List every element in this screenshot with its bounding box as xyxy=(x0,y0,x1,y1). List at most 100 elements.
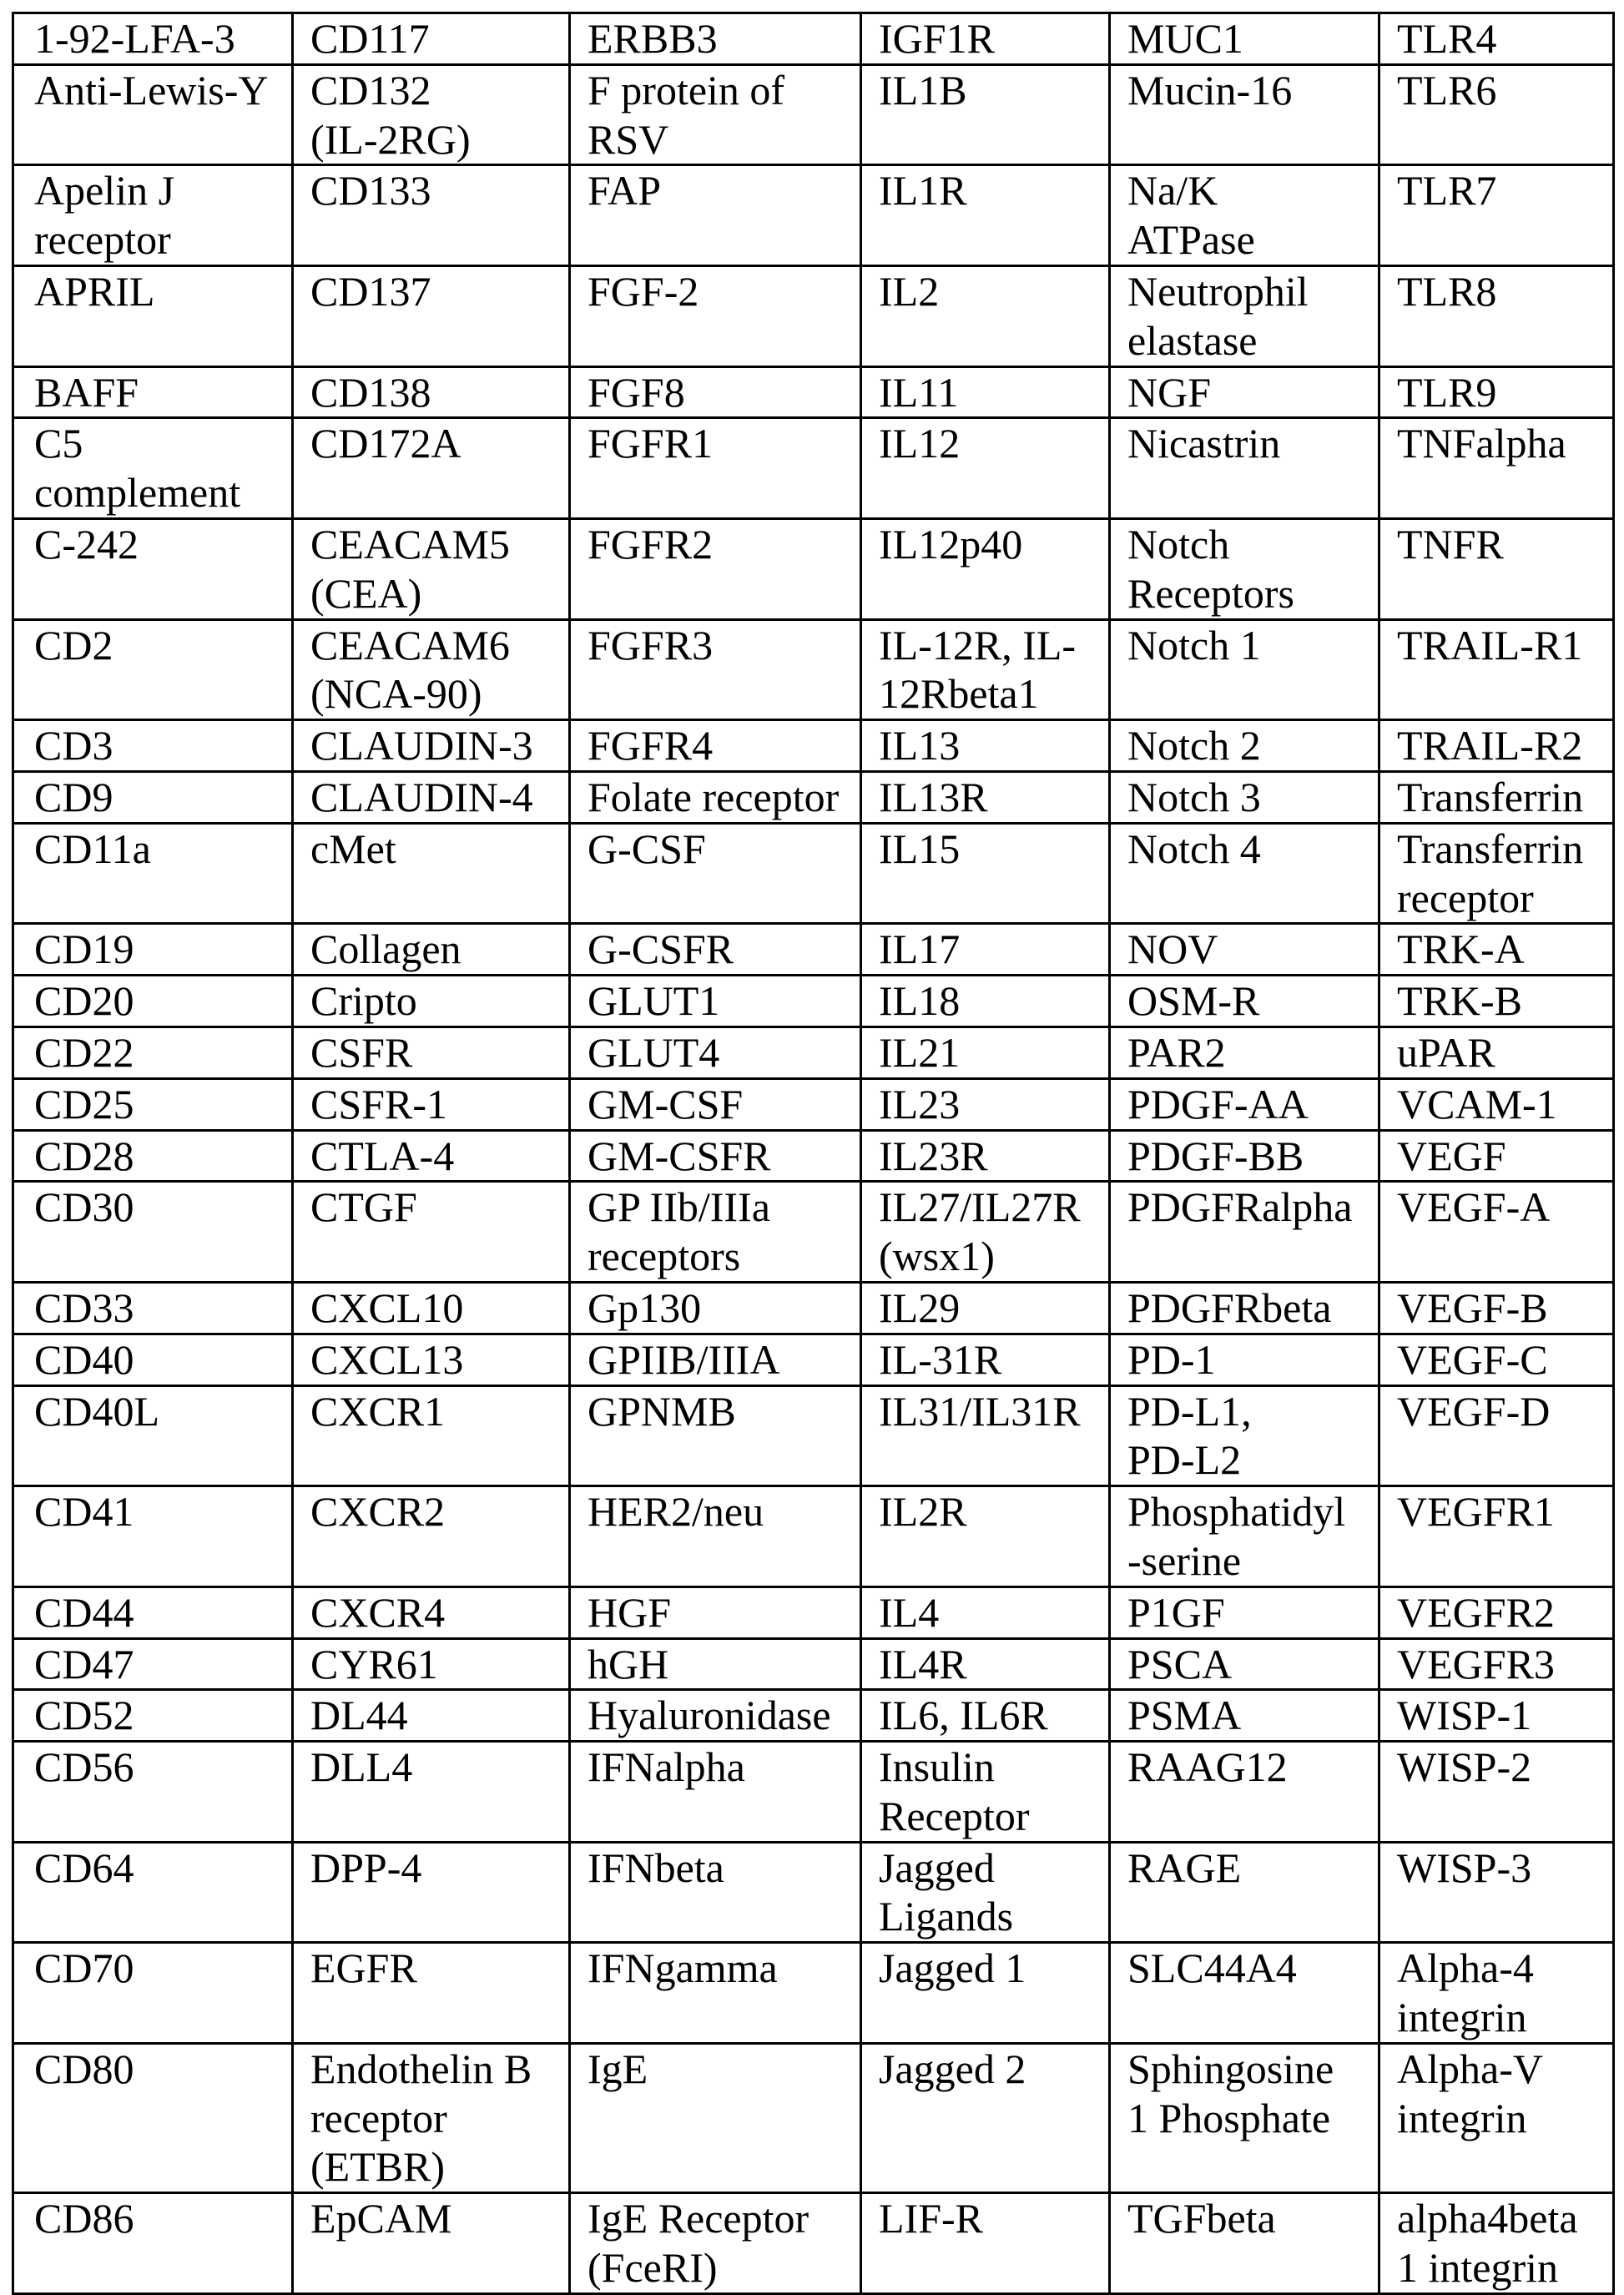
table-cell: hGH xyxy=(570,1638,861,1690)
table-row: CD11acMetG-CSFIL15Notch 4Transferrin rec… xyxy=(13,823,1614,924)
table-cell: PSMA xyxy=(1110,1690,1379,1742)
table-row: Anti-Lewis-YCD132 (IL-2RG)F protein of R… xyxy=(13,64,1614,165)
table-cell: VEGF-B xyxy=(1379,1282,1614,1334)
table-row: CD33CXCL10Gp130IL29PDGFRbetaVEGF-B xyxy=(13,1282,1614,1334)
table-cell: G-CSF xyxy=(570,823,861,924)
table-cell: CD80 xyxy=(13,2043,293,2192)
table-cell: TRAIL-R1 xyxy=(1379,619,1614,720)
table-row: CD9CLAUDIN-4Folate receptorIL13RNotch 3T… xyxy=(13,771,1614,823)
table-cell: APRIL xyxy=(13,265,293,366)
table-cell: CTLA-4 xyxy=(293,1130,570,1182)
table-row: CD80Endothelin B receptor (ETBR)IgEJagge… xyxy=(13,2043,1614,2192)
table-cell: TLR9 xyxy=(1379,366,1614,418)
table-cell: CD28 xyxy=(13,1130,293,1182)
table-row: CD19CollagenG-CSFRIL17NOVTRK-A xyxy=(13,924,1614,976)
table-cell: Insulin Receptor xyxy=(861,1742,1110,1843)
table-cell: HER2/neu xyxy=(570,1486,861,1587)
table-row: 1-92-LFA-3CD117ERBB3IGF1RMUC1TLR4 xyxy=(13,13,1614,65)
table-cell: EpCAM xyxy=(293,2193,570,2294)
table-cell: PDGF-BB xyxy=(1110,1130,1379,1182)
table-cell: VEGFR1 xyxy=(1379,1486,1614,1587)
table-cell: RAGE xyxy=(1110,1842,1379,1943)
table-cell: CD70 xyxy=(13,1943,293,2044)
table-cell: PAR2 xyxy=(1110,1026,1379,1078)
table-cell: IL15 xyxy=(861,823,1110,924)
table-cell: Nicastrin xyxy=(1110,418,1379,519)
table-cell: Gp130 xyxy=(570,1282,861,1334)
table-row: BAFFCD138FGF8IL11NGFTLR9 xyxy=(13,366,1614,418)
table-cell: CD64 xyxy=(13,1842,293,1943)
table-row: CD30CTGFGP IIb/IIIa receptorsIL27/IL27R … xyxy=(13,1182,1614,1283)
table-cell: CLAUDIN-3 xyxy=(293,720,570,772)
table-cell: FGF-2 xyxy=(570,265,861,366)
table-cell: GPNMB xyxy=(570,1385,861,1486)
table-cell: Cripto xyxy=(293,976,570,1027)
table-cell: Apelin J receptor xyxy=(13,165,293,266)
table-cell: GM-CSFR xyxy=(570,1130,861,1182)
table-cell: EGFR xyxy=(293,1943,570,2044)
table-cell: FAP xyxy=(570,165,861,266)
table-cell: IL13 xyxy=(861,720,1110,772)
table-cell: alpha4beta 1 integrin xyxy=(1379,2193,1614,2294)
table-cell: CD25 xyxy=(13,1078,293,1130)
table-cell: IL23R xyxy=(861,1130,1110,1182)
table-cell: Notch 2 xyxy=(1110,720,1379,772)
table-cell: Collagen xyxy=(293,924,570,976)
table-cell: GLUT1 xyxy=(570,976,861,1027)
table-cell: F protein of RSV xyxy=(570,64,861,165)
table-cell: GM-CSF xyxy=(570,1078,861,1130)
table-cell: IL23 xyxy=(861,1078,1110,1130)
table-cell: FGFR4 xyxy=(570,720,861,772)
table-cell: TGFbeta xyxy=(1110,2193,1379,2294)
table-row: CD52DL44HyaluronidaseIL6, IL6RPSMAWISP-1 xyxy=(13,1690,1614,1742)
table-cell: TRK-B xyxy=(1379,976,1614,1027)
table-cell: PDGFRalpha xyxy=(1110,1182,1379,1283)
table-cell: Hyaluronidase xyxy=(570,1690,861,1742)
table-cell: Mucin-16 xyxy=(1110,64,1379,165)
table-cell: TRAIL-R2 xyxy=(1379,720,1614,772)
table-cell: MUC1 xyxy=(1110,13,1379,65)
table-cell: C5 complement xyxy=(13,418,293,519)
table-cell: CXCR2 xyxy=(293,1486,570,1587)
table-cell: RAAG12 xyxy=(1110,1742,1379,1843)
table-cell: CD44 xyxy=(13,1586,293,1638)
table-cell: C-242 xyxy=(13,518,293,619)
table-cell: CEACAM6 (NCA-90) xyxy=(293,619,570,720)
table-cell: CSFR xyxy=(293,1026,570,1078)
table-cell: CD86 xyxy=(13,2193,293,2294)
table-cell: NGF xyxy=(1110,366,1379,418)
table-cell: PD-L1, PD-L2 xyxy=(1110,1385,1379,1486)
table-cell: TLR8 xyxy=(1379,265,1614,366)
table-cell: Folate receptor xyxy=(570,771,861,823)
table-cell: CD30 xyxy=(13,1182,293,1283)
table-cell: CD3 xyxy=(13,720,293,772)
table-cell: CD20 xyxy=(13,976,293,1027)
table-cell: CXCR1 xyxy=(293,1385,570,1486)
table-cell: IL18 xyxy=(861,976,1110,1027)
table-cell: IL2 xyxy=(861,265,1110,366)
table-cell: IL1B xyxy=(861,64,1110,165)
table-cell: CD52 xyxy=(13,1690,293,1742)
table-cell: TNFR xyxy=(1379,518,1614,619)
table-cell: CD11a xyxy=(13,823,293,924)
table-cell: IL4 xyxy=(861,1586,1110,1638)
table-cell: Transferrin receptor xyxy=(1379,823,1614,924)
table-cell: IFNalpha xyxy=(570,1742,861,1843)
table-cell: VEGF-D xyxy=(1379,1385,1614,1486)
table-cell: Notch 1 xyxy=(1110,619,1379,720)
table-cell: VEGFR2 xyxy=(1379,1586,1614,1638)
table-row: CD56DLL4IFNalphaInsulin ReceptorRAAG12WI… xyxy=(13,1742,1614,1843)
table-cell: WISP-2 xyxy=(1379,1742,1614,1843)
table-cell: uPAR xyxy=(1379,1026,1614,1078)
table-cell: CXCL10 xyxy=(293,1282,570,1334)
table-row: CD2CEACAM6 (NCA-90)FGFR3IL-12R, IL- 12Rb… xyxy=(13,619,1614,720)
table-row: CD70EGFRIFNgammaJagged 1SLC44A4Alpha-4 i… xyxy=(13,1943,1614,2044)
table-row: CD86EpCAMIgE Receptor (FceRI)LIF-RTGFbet… xyxy=(13,2193,1614,2294)
table-row: CD40CXCL13GPIIB/IIIAIL-31RPD-1VEGF-C xyxy=(13,1334,1614,1385)
table-cell: FGF8 xyxy=(570,366,861,418)
table-cell: FGFR3 xyxy=(570,619,861,720)
table-cell: CTGF xyxy=(293,1182,570,1283)
table-cell: CD138 xyxy=(293,366,570,418)
table-cell: FGFR2 xyxy=(570,518,861,619)
table-cell: IL-12R, IL- 12Rbeta1 xyxy=(861,619,1110,720)
